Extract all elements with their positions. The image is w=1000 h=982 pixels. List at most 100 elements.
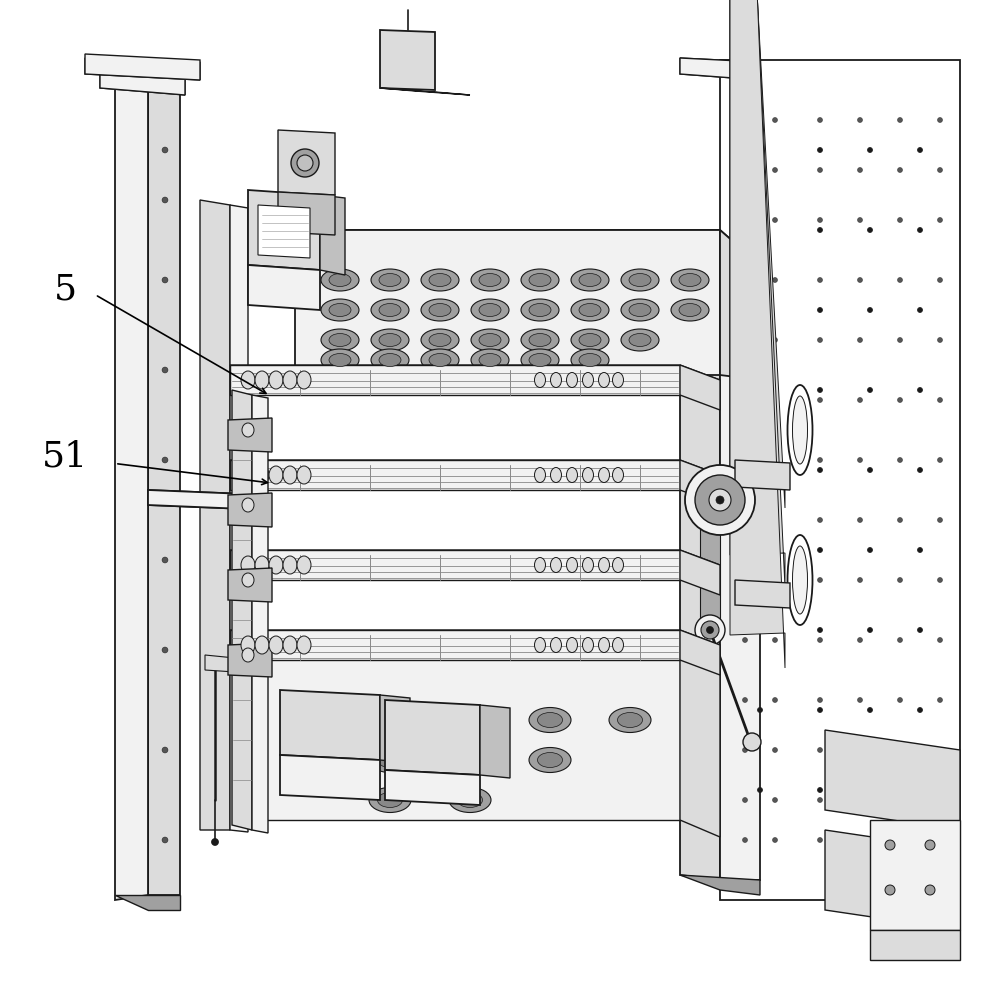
Polygon shape	[248, 265, 320, 310]
Ellipse shape	[671, 269, 709, 291]
Ellipse shape	[521, 299, 559, 321]
Polygon shape	[248, 190, 320, 270]
Ellipse shape	[534, 637, 546, 652]
Polygon shape	[720, 230, 760, 380]
Ellipse shape	[566, 558, 578, 573]
Polygon shape	[85, 54, 200, 80]
Polygon shape	[825, 730, 960, 830]
Polygon shape	[200, 200, 230, 830]
Polygon shape	[295, 230, 760, 265]
Ellipse shape	[421, 299, 459, 321]
Polygon shape	[295, 230, 720, 375]
Ellipse shape	[479, 354, 501, 366]
Ellipse shape	[818, 697, 822, 702]
Polygon shape	[280, 690, 380, 760]
Ellipse shape	[162, 277, 168, 283]
Ellipse shape	[742, 797, 748, 802]
Polygon shape	[320, 195, 345, 275]
Ellipse shape	[858, 747, 862, 752]
Ellipse shape	[429, 274, 451, 287]
Ellipse shape	[321, 269, 359, 291]
Ellipse shape	[679, 274, 701, 287]
Ellipse shape	[534, 558, 546, 573]
Ellipse shape	[898, 398, 902, 403]
Polygon shape	[258, 205, 310, 258]
Polygon shape	[730, 0, 785, 588]
Ellipse shape	[471, 329, 509, 351]
Ellipse shape	[938, 747, 942, 752]
Ellipse shape	[529, 354, 551, 366]
Ellipse shape	[772, 278, 778, 283]
Ellipse shape	[898, 168, 902, 173]
Ellipse shape	[742, 637, 748, 642]
Ellipse shape	[582, 467, 594, 482]
Ellipse shape	[582, 558, 594, 573]
Ellipse shape	[885, 885, 895, 895]
Ellipse shape	[582, 637, 594, 652]
Ellipse shape	[598, 467, 610, 482]
Ellipse shape	[241, 556, 255, 574]
Ellipse shape	[241, 371, 255, 389]
Ellipse shape	[329, 334, 351, 347]
Polygon shape	[278, 192, 335, 235]
Polygon shape	[230, 550, 680, 580]
Ellipse shape	[321, 349, 359, 371]
Ellipse shape	[241, 636, 255, 654]
Ellipse shape	[521, 329, 559, 351]
Ellipse shape	[706, 627, 714, 633]
Ellipse shape	[818, 217, 822, 223]
Ellipse shape	[242, 498, 254, 512]
Polygon shape	[252, 395, 268, 833]
Ellipse shape	[818, 467, 822, 472]
Polygon shape	[228, 418, 272, 452]
Ellipse shape	[818, 577, 822, 582]
Ellipse shape	[742, 747, 748, 752]
Ellipse shape	[758, 388, 763, 393]
Ellipse shape	[671, 299, 709, 321]
Ellipse shape	[818, 747, 822, 752]
Ellipse shape	[898, 278, 902, 283]
Polygon shape	[228, 568, 272, 602]
Ellipse shape	[898, 747, 902, 752]
Ellipse shape	[212, 839, 218, 846]
Polygon shape	[680, 365, 720, 410]
Ellipse shape	[758, 228, 763, 233]
Ellipse shape	[938, 217, 942, 223]
Ellipse shape	[818, 147, 822, 152]
Ellipse shape	[742, 577, 748, 582]
Polygon shape	[870, 930, 960, 960]
Ellipse shape	[297, 371, 311, 389]
Ellipse shape	[792, 396, 808, 464]
Ellipse shape	[818, 338, 822, 343]
Ellipse shape	[566, 637, 578, 652]
Ellipse shape	[369, 788, 411, 812]
Ellipse shape	[242, 648, 254, 662]
Polygon shape	[680, 630, 720, 675]
Ellipse shape	[458, 792, 482, 807]
Ellipse shape	[612, 637, 624, 652]
Ellipse shape	[429, 334, 451, 347]
Polygon shape	[480, 705, 510, 778]
Ellipse shape	[918, 627, 922, 632]
Ellipse shape	[579, 303, 601, 316]
Text: 51: 51	[42, 440, 88, 473]
Polygon shape	[680, 58, 760, 80]
Ellipse shape	[858, 338, 862, 343]
Ellipse shape	[898, 118, 902, 123]
Ellipse shape	[695, 475, 745, 525]
Ellipse shape	[449, 707, 491, 733]
Ellipse shape	[162, 557, 168, 563]
Ellipse shape	[255, 556, 269, 574]
Ellipse shape	[868, 147, 872, 152]
Ellipse shape	[269, 556, 283, 574]
Ellipse shape	[868, 307, 872, 312]
Ellipse shape	[938, 278, 942, 283]
Ellipse shape	[772, 747, 778, 752]
Ellipse shape	[421, 349, 459, 371]
Ellipse shape	[329, 354, 351, 366]
Ellipse shape	[858, 518, 862, 522]
Polygon shape	[680, 655, 720, 837]
Ellipse shape	[449, 747, 491, 773]
Ellipse shape	[283, 556, 297, 574]
Ellipse shape	[788, 535, 812, 625]
